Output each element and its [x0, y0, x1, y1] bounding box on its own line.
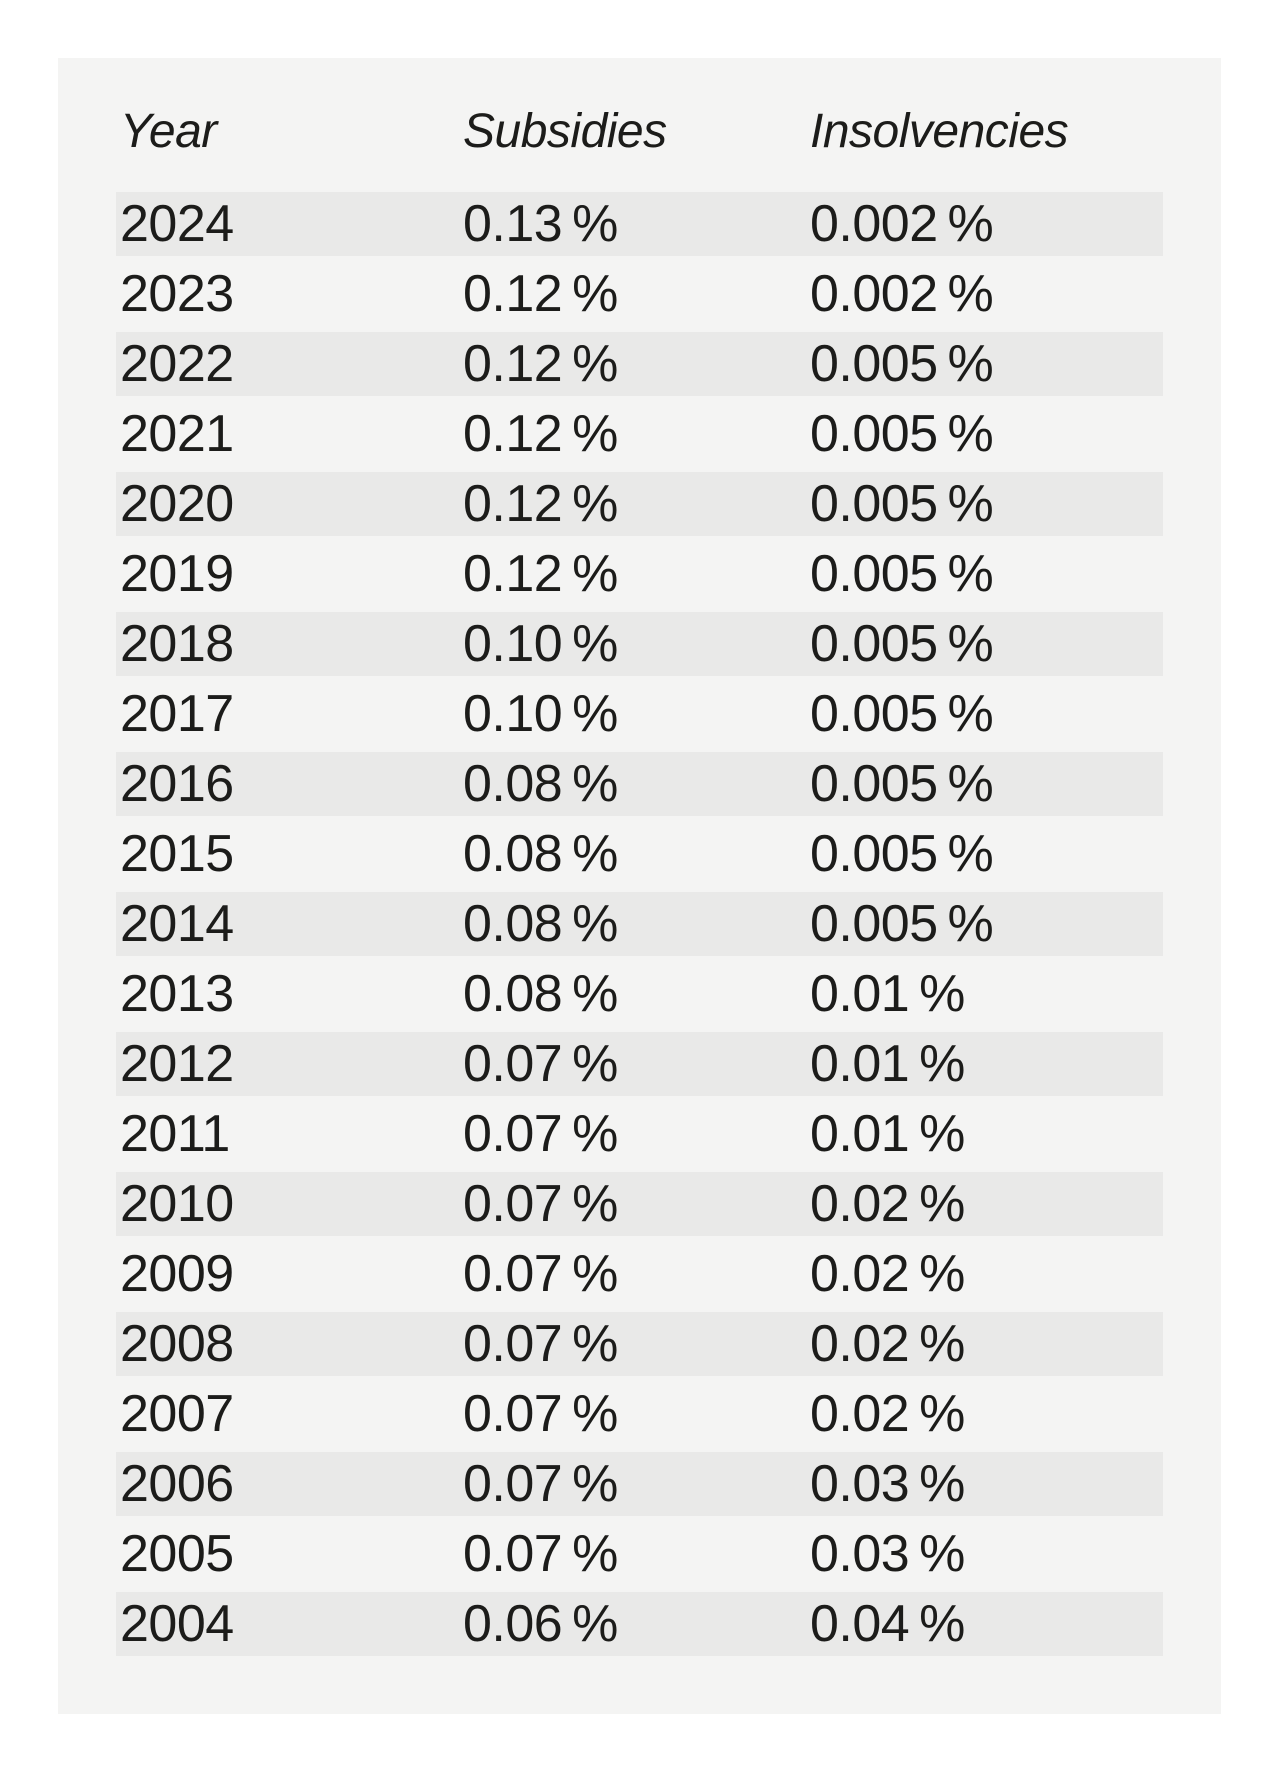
- cell-subsidies: 0.07 %: [463, 1525, 618, 1583]
- cell-insolvencies: 0.02 %: [810, 1245, 965, 1303]
- column-header-subsidies: Subsidies: [463, 105, 667, 158]
- table-row: 2005 0.07 % 0.03 %: [116, 1522, 1163, 1586]
- table-row: 2019 0.12 % 0.005 %: [116, 542, 1163, 606]
- cell-subsidies: 0.07 %: [463, 1105, 618, 1163]
- cell-insolvencies: 0.03 %: [810, 1525, 965, 1583]
- cell-insolvencies: 0.03 %: [810, 1455, 965, 1513]
- cell-year: 2014: [120, 895, 234, 953]
- cell-year: 2013: [120, 965, 234, 1023]
- cell-insolvencies: 0.04 %: [810, 1595, 965, 1653]
- cell-insolvencies: 0.005 %: [810, 545, 994, 603]
- cell-insolvencies: 0.005 %: [810, 475, 994, 533]
- cell-insolvencies: 0.005 %: [810, 825, 994, 883]
- cell-year: 2006: [120, 1455, 234, 1513]
- cell-insolvencies: 0.002 %: [810, 265, 994, 323]
- cell-subsidies: 0.13 %: [463, 195, 618, 253]
- table-row: 2008 0.07 % 0.02 %: [116, 1312, 1163, 1376]
- cell-insolvencies: 0.01 %: [810, 1105, 965, 1163]
- table-row: 2011 0.07 % 0.01 %: [116, 1102, 1163, 1166]
- cell-year: 2010: [120, 1175, 234, 1233]
- cell-insolvencies: 0.01 %: [810, 1035, 965, 1093]
- cell-subsidies: 0.07 %: [463, 1035, 618, 1093]
- cell-year: 2007: [120, 1385, 234, 1443]
- table-row: 2012 0.07 % 0.01 %: [116, 1032, 1163, 1096]
- cell-year: 2009: [120, 1245, 234, 1303]
- cell-insolvencies: 0.005 %: [810, 405, 994, 463]
- cell-subsidies: 0.12 %: [463, 265, 618, 323]
- cell-year: 2019: [120, 545, 234, 603]
- table-row: 2024 0.13 % 0.002 %: [116, 192, 1163, 256]
- table-row: 2022 0.12 % 0.005 %: [116, 332, 1163, 396]
- cell-subsidies: 0.08 %: [463, 825, 618, 883]
- cell-insolvencies: 0.005 %: [810, 895, 994, 953]
- table-row: 2015 0.08 % 0.005 %: [116, 822, 1163, 886]
- cell-insolvencies: 0.02 %: [810, 1385, 965, 1443]
- cell-year: 2008: [120, 1315, 234, 1373]
- cell-insolvencies: 0.02 %: [810, 1315, 965, 1373]
- cell-subsidies: 0.12 %: [463, 475, 618, 533]
- cell-subsidies: 0.10 %: [463, 615, 618, 673]
- table-row: 2021 0.12 % 0.005 %: [116, 402, 1163, 466]
- table-row: 2007 0.07 % 0.02 %: [116, 1382, 1163, 1446]
- table-row: 2004 0.06 % 0.04 %: [116, 1592, 1163, 1656]
- cell-year: 2004: [120, 1595, 234, 1653]
- cell-insolvencies: 0.02 %: [810, 1175, 965, 1233]
- cell-year: 2024: [120, 195, 234, 253]
- cell-subsidies: 0.12 %: [463, 335, 618, 393]
- cell-subsidies: 0.12 %: [463, 405, 618, 463]
- table-row: 2023 0.12 % 0.002 %: [116, 262, 1163, 326]
- table-row: 2010 0.07 % 0.02 %: [116, 1172, 1163, 1236]
- cell-year: 2017: [120, 685, 234, 743]
- cell-subsidies: 0.12 %: [463, 545, 618, 603]
- cell-year: 2022: [120, 335, 234, 393]
- column-header-year: Year: [120, 105, 217, 158]
- table-row: 2009 0.07 % 0.02 %: [116, 1242, 1163, 1306]
- cell-year: 2011: [120, 1105, 230, 1163]
- cell-insolvencies: 0.005 %: [810, 335, 994, 393]
- table-row: 2020 0.12 % 0.005 %: [116, 472, 1163, 536]
- cell-year: 2005: [120, 1525, 234, 1583]
- cell-year: 2016: [120, 755, 234, 813]
- cell-subsidies: 0.07 %: [463, 1175, 618, 1233]
- cell-subsidies: 0.08 %: [463, 965, 618, 1023]
- cell-insolvencies: 0.002 %: [810, 195, 994, 253]
- cell-subsidies: 0.07 %: [463, 1385, 618, 1443]
- table-row: 2018 0.10 % 0.005 %: [116, 612, 1163, 676]
- data-table-card: Year Subsidies Insolvencies 2024 0.13 % …: [58, 58, 1221, 1714]
- table-row: 2013 0.08 % 0.01 %: [116, 962, 1163, 1026]
- cell-subsidies: 0.08 %: [463, 895, 618, 953]
- cell-year: 2020: [120, 475, 234, 533]
- cell-year: 2021: [120, 405, 234, 463]
- table-row: 2016 0.08 % 0.005 %: [116, 752, 1163, 816]
- table-row: 2014 0.08 % 0.005 %: [116, 892, 1163, 956]
- cell-year: 2015: [120, 825, 234, 883]
- cell-subsidies: 0.07 %: [463, 1455, 618, 1513]
- cell-subsidies: 0.08 %: [463, 755, 618, 813]
- table-row: 2006 0.07 % 0.03 %: [116, 1452, 1163, 1516]
- table-header-row: Year Subsidies Insolvencies: [116, 58, 1163, 156]
- cell-insolvencies: 0.005 %: [810, 755, 994, 813]
- table-row: 2017 0.10 % 0.005 %: [116, 682, 1163, 746]
- cell-subsidies: 0.07 %: [463, 1315, 618, 1373]
- cell-insolvencies: 0.01 %: [810, 965, 965, 1023]
- cell-subsidies: 0.06 %: [463, 1595, 618, 1653]
- cell-insolvencies: 0.005 %: [810, 615, 994, 673]
- cell-subsidies: 0.07 %: [463, 1245, 618, 1303]
- cell-insolvencies: 0.005 %: [810, 685, 994, 743]
- cell-year: 2023: [120, 265, 234, 323]
- column-header-insolvencies: Insolvencies: [810, 105, 1069, 158]
- cell-subsidies: 0.10 %: [463, 685, 618, 743]
- cell-year: 2018: [120, 615, 234, 673]
- table-body: 2024 0.13 % 0.002 % 2023 0.12 % 0.002 % …: [116, 192, 1163, 1656]
- cell-year: 2012: [120, 1035, 234, 1093]
